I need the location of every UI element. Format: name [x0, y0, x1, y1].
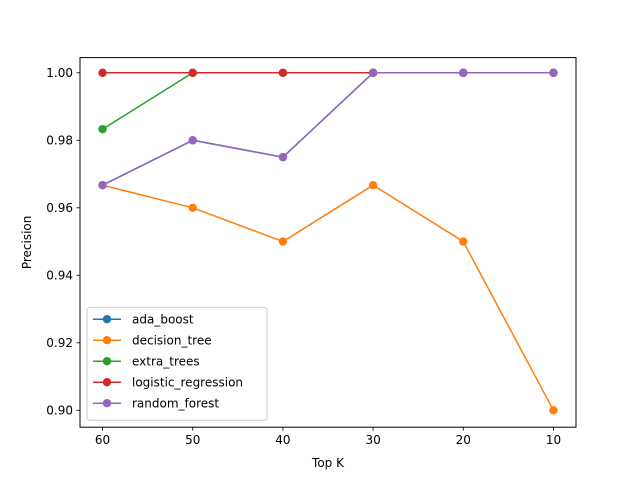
data-point	[278, 237, 288, 246]
data-point	[549, 68, 558, 77]
y-tick-label: 1.00	[46, 66, 73, 80]
y-axis: 0.90 0.92 0.94 0.96 0.98 1.00	[46, 66, 80, 418]
legend-item: logistic_regression	[93, 376, 243, 390]
data-point	[368, 180, 378, 190]
x-tick-label: 30	[365, 433, 380, 447]
data-point	[188, 68, 197, 77]
legend-item: random_forest	[93, 397, 219, 411]
data-point	[278, 68, 288, 77]
data-point	[188, 136, 197, 145]
series-extra-trees	[98, 68, 558, 134]
plot-frame	[79, 57, 577, 428]
x-axis-label: Top K	[311, 456, 345, 470]
legend-marker	[102, 399, 112, 408]
legend-marker	[102, 336, 112, 345]
data-point	[459, 237, 468, 246]
series-line	[102, 184, 555, 411]
x-tick-label: 60	[95, 433, 110, 447]
data-point	[459, 68, 468, 77]
series-line	[102, 72, 554, 130]
legend-label: logistic_regression	[132, 376, 243, 390]
x-tick-label: 50	[185, 433, 200, 447]
y-tick-label: 0.94	[46, 269, 73, 283]
series-line	[102, 72, 554, 186]
legend-marker	[102, 378, 112, 387]
legend: ada_boost decision_tree extra_treeslogisti…	[86, 306, 268, 421]
series-ada-boost	[98, 68, 558, 190]
legend-label: random_forest	[132, 397, 219, 411]
data-point	[98, 180, 107, 190]
legend-label: decision_tree	[132, 334, 212, 348]
data-point	[98, 124, 107, 134]
y-axis-label: Precision	[20, 216, 34, 270]
legend-item: ada_boost	[93, 313, 194, 327]
series-line	[102, 72, 554, 186]
y-tick-label: 0.98	[46, 134, 73, 148]
y-tick-label: 0.96	[46, 201, 73, 215]
legend-item: decision_tree	[93, 334, 212, 348]
legend-label: ada_boost	[132, 313, 194, 327]
legend-label: extra_trees	[132, 355, 200, 369]
x-axis: 60 50 40 30 20 10	[95, 427, 561, 447]
data-point	[278, 152, 288, 162]
data-point	[188, 203, 197, 213]
series-layer	[98, 68, 558, 415]
x-tick-label: 40	[275, 433, 290, 447]
y-tick-label: 0.90	[46, 404, 73, 418]
legend-box	[86, 306, 268, 421]
data-point	[98, 68, 107, 77]
data-point	[549, 406, 558, 415]
series-random-forest	[98, 68, 558, 190]
legend-marker	[102, 357, 112, 366]
data-point	[368, 68, 378, 77]
y-tick-label: 0.92	[46, 336, 73, 350]
x-tick-label: 10	[546, 433, 561, 447]
legend-item: extra_trees	[93, 355, 200, 369]
legend-marker	[102, 315, 112, 324]
x-tick-label: 20	[456, 433, 471, 447]
